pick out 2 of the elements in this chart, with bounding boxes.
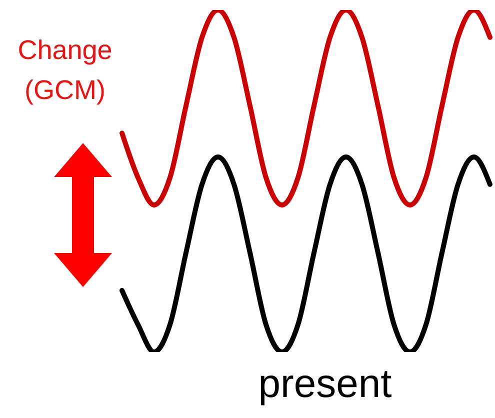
text: Change (GCM): [16, 34, 114, 107]
series-label: present: [257, 362, 393, 407]
